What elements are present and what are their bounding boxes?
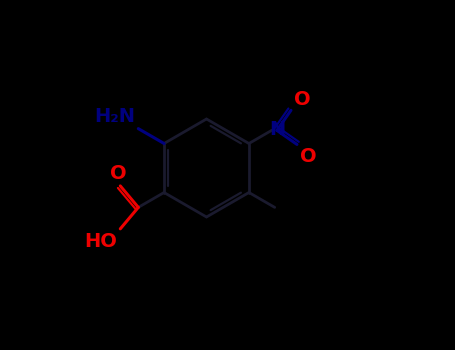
Text: O: O [300,147,316,166]
Text: H₂N: H₂N [95,107,136,126]
Text: O: O [110,164,127,183]
Text: O: O [294,90,310,108]
Text: HO: HO [85,232,117,251]
Text: N: N [269,120,285,139]
